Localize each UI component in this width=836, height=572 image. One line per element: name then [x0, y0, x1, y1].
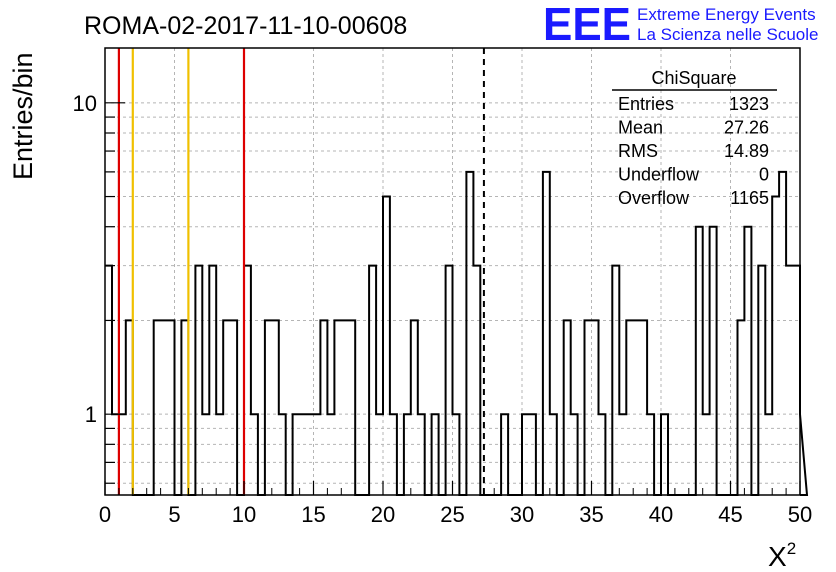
histogram-outline [105, 170, 809, 496]
x-tick-label: 5 [168, 502, 180, 527]
stats-value: 14.89 [724, 141, 769, 161]
x-tick-label: 45 [718, 502, 742, 527]
x-tick-label: 40 [649, 502, 673, 527]
stats-value: 1323 [729, 94, 769, 114]
x-tick-label: 30 [510, 502, 534, 527]
x-tick-label: 25 [440, 502, 464, 527]
stats-label: RMS [618, 141, 658, 161]
x-axis-label: X2 [768, 539, 796, 572]
eee-logo-mark: EEE [543, 0, 631, 50]
y-axis-label: Entries/bin [8, 52, 38, 180]
chart-title: ROMA-02-2017-11-10-00608 [84, 12, 407, 40]
stats-value: 1165 [730, 188, 769, 208]
logo-line-1: Extreme Energy Events [637, 5, 816, 24]
y-tick-label: 10 [73, 91, 97, 116]
logo-line-2: La Scienza nelle Scuole [637, 25, 818, 44]
x-tick-label: 0 [99, 502, 111, 527]
marker-lines [117, 48, 485, 495]
stats-rows: Entries 1323 Mean 27.26 RMS 14.89 Underflow 0 Ov… [618, 94, 769, 208]
y-tick-labels: 1 10 [73, 91, 97, 427]
grid [105, 48, 800, 495]
stats-value: 0 [759, 165, 769, 185]
x-tick-label: 50 [788, 502, 812, 527]
x-tick-label: 20 [371, 502, 395, 527]
x-tick-label: 35 [579, 502, 603, 527]
x-tick-label: 15 [301, 502, 325, 527]
stats-label: Entries [618, 94, 674, 114]
histogram-bars [105, 170, 809, 496]
eee-logo: EEE Extreme Energy Events La Scienza nel… [543, 0, 818, 50]
stats-value: 27.26 [724, 118, 769, 138]
x-tick-label: 10 [232, 502, 256, 527]
stats-box: ChiSquare Entries 1323 Mean 27.26 RMS 14.89 Un… [612, 68, 777, 208]
axis-ticks [104, 102, 801, 495]
x-tick-labels: 0 5 10 15 20 25 30 35 40 45 50 [99, 502, 812, 527]
stats-label: Underflow [618, 165, 700, 185]
y-tick-label: 1 [85, 402, 97, 427]
stats-label: Overflow [618, 188, 690, 208]
stats-title: ChiSquare [651, 68, 736, 88]
stats-label: Mean [618, 118, 663, 138]
